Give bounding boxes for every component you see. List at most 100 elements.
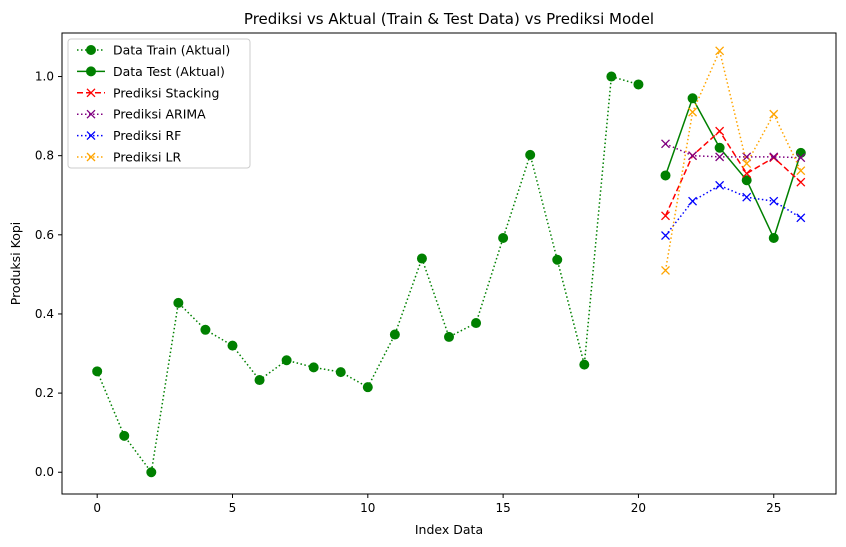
data-point xyxy=(688,196,698,206)
data-point xyxy=(715,126,725,136)
data-point-stroke xyxy=(769,196,779,206)
data-point xyxy=(795,147,806,158)
data-point xyxy=(661,211,670,221)
data-point xyxy=(661,139,670,149)
data-point xyxy=(660,170,671,181)
data-point xyxy=(525,149,536,160)
y-tick-label: 0.4 xyxy=(35,307,54,321)
data-point xyxy=(86,152,96,162)
legend-label: Prediksi RF xyxy=(113,128,181,143)
data-point-stroke xyxy=(769,152,779,162)
data-point xyxy=(606,71,617,82)
data-point xyxy=(389,329,400,340)
data-point-stroke xyxy=(661,139,670,149)
series-4 xyxy=(661,180,806,241)
data-point xyxy=(688,151,698,161)
data-point xyxy=(661,265,670,275)
data-point-stroke xyxy=(715,152,725,162)
data-point xyxy=(661,231,670,241)
series-line xyxy=(664,97,802,239)
data-point xyxy=(769,109,779,119)
data-point-stroke xyxy=(86,88,96,98)
series-layer xyxy=(92,46,806,478)
data-point xyxy=(173,297,184,308)
legend-label: Data Train (Aktual) xyxy=(113,43,230,58)
data-point xyxy=(254,375,265,386)
plot-frame xyxy=(61,32,837,495)
x-axis-label: Index Data xyxy=(415,522,483,537)
data-point xyxy=(92,366,103,377)
legend-entry: Prediksi ARIMA xyxy=(77,107,206,122)
legend-entry: Data Train (Aktual) xyxy=(77,43,230,58)
data-point xyxy=(742,159,752,169)
data-point-stroke xyxy=(742,152,752,162)
data-point xyxy=(227,340,238,351)
y-tick-label: 0.2 xyxy=(35,386,54,400)
data-point-stroke xyxy=(742,159,752,169)
series-line xyxy=(664,184,802,237)
data-point xyxy=(86,66,96,77)
data-point xyxy=(768,232,779,243)
data-point-stroke xyxy=(86,152,96,162)
legend: Data Train (Aktual) Data Test (Aktual) Pre… xyxy=(67,38,251,169)
data-point xyxy=(715,152,725,162)
x-tick-label: 10 xyxy=(360,501,375,515)
y-tick-label: 0.0 xyxy=(35,465,54,479)
legend-entry: Prediksi Stacking xyxy=(77,85,219,100)
data-point xyxy=(796,213,806,223)
legend-label: Prediksi ARIMA xyxy=(113,107,206,122)
data-point xyxy=(769,152,779,162)
data-point-stroke xyxy=(796,213,806,223)
data-point-stroke xyxy=(86,109,96,119)
data-point xyxy=(715,180,725,190)
data-point-stroke xyxy=(796,153,806,163)
legend-label: Data Test (Aktual) xyxy=(113,64,225,79)
data-point xyxy=(741,175,752,186)
data-point xyxy=(742,169,752,178)
data-point xyxy=(416,253,427,264)
legend-entry: Prediksi LR xyxy=(77,150,181,165)
data-point xyxy=(335,367,346,378)
data-point-stroke xyxy=(688,151,698,161)
series-1 xyxy=(660,93,806,243)
data-point xyxy=(714,142,725,153)
x-tick-label: 0 xyxy=(93,501,101,515)
data-point xyxy=(715,46,725,56)
x-tick-label: 15 xyxy=(495,501,510,515)
data-point-stroke xyxy=(769,109,779,119)
data-point xyxy=(444,331,454,342)
data-point xyxy=(146,467,157,478)
data-point xyxy=(498,232,509,243)
y-tick-label: 0.6 xyxy=(35,228,54,242)
data-point-stroke xyxy=(715,126,725,136)
data-point xyxy=(552,254,563,265)
legend-box xyxy=(67,38,251,169)
data-point-stroke xyxy=(742,169,752,178)
series-line xyxy=(665,143,801,159)
series-3 xyxy=(661,139,806,163)
series-line xyxy=(664,130,802,217)
data-point-stroke xyxy=(742,192,752,202)
series-0 xyxy=(92,71,644,478)
data-point xyxy=(796,166,806,176)
data-point xyxy=(471,318,482,329)
x-tick-label: 20 xyxy=(631,501,646,515)
data-point-stroke xyxy=(661,211,670,221)
data-point xyxy=(796,177,806,187)
data-point xyxy=(687,93,698,104)
legend-label: Prediksi LR xyxy=(113,150,181,165)
data-point xyxy=(688,107,698,117)
data-point-stroke xyxy=(661,231,670,241)
data-point-stroke xyxy=(796,177,806,187)
data-point xyxy=(86,88,96,98)
data-point xyxy=(86,131,96,141)
y-tick-label: 0.8 xyxy=(35,149,54,163)
legend-entry: Data Test (Aktual) xyxy=(77,64,225,79)
data-point-stroke xyxy=(715,180,725,190)
data-point xyxy=(769,196,779,206)
y-axis: 0.0 0.2 0.4 0.6 0.8 1.0 xyxy=(35,70,62,479)
chart-title: Prediksi vs Aktual (Train & Test Data) v… xyxy=(244,10,654,28)
y-tick-label: 1.0 xyxy=(35,70,54,84)
data-point xyxy=(200,324,211,335)
data-point-stroke xyxy=(715,46,725,56)
